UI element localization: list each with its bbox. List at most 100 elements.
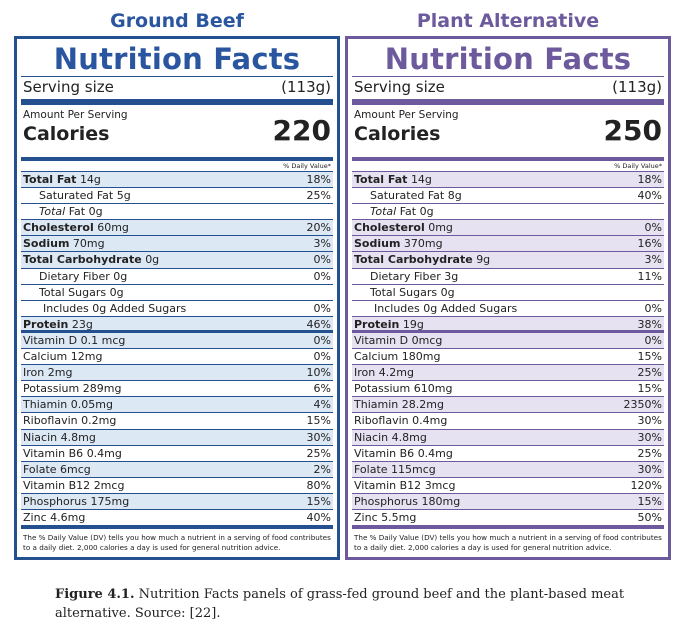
nutrient-name: Total Carbohydrate 0g — [23, 252, 159, 267]
nutrient-daily-value: 15% — [638, 349, 662, 364]
nutrient-label: Vitamin B6 — [23, 447, 83, 460]
nutrient-daily-value: 15% — [638, 494, 662, 509]
nutrient-name: Calcium 12mg — [23, 349, 102, 364]
nutrient-amount: 3mcg — [425, 479, 456, 492]
nutrient-amount: 0mg — [428, 221, 453, 234]
nutrient-row: Sodium 370mg 16% — [352, 236, 664, 252]
nutrient-label: Total Sugars — [39, 286, 106, 299]
nutrient-name: Total Carbohydrate 9g — [354, 252, 490, 267]
nutrient-daily-value: 25% — [307, 446, 331, 461]
panel-title: Plant Alternative — [345, 6, 671, 36]
nutrient-label: Potassium — [23, 382, 79, 395]
panel-plant-alternative: Plant Alternative Nutrition Facts Servin… — [345, 6, 671, 560]
nutrient-daily-value: 16% — [638, 236, 662, 251]
nutrient-label: Folate — [23, 463, 57, 476]
nutrient-label: Potassium — [354, 382, 410, 395]
nutrient-row: Thiamin 0.05mg 4% — [21, 397, 333, 413]
nutrient-row: Zinc 5.5mg 50% — [352, 510, 664, 526]
nutrient-name: Total Fat 14g — [23, 172, 101, 187]
nutrient-label: Protein — [354, 318, 399, 331]
nutrient-amount: 0.4mg — [412, 414, 447, 427]
nutrient-daily-value: 38% — [638, 317, 662, 330]
nutrient-amount: 0g — [145, 253, 159, 266]
nutrient-row: Saturated Fat 8g 40% — [352, 188, 664, 204]
nutrient-daily-value: 0% — [645, 333, 662, 348]
nutrient-amount: 0mcg — [412, 334, 443, 347]
nutrient-amount: 12mg — [71, 350, 103, 363]
nutrient-row: Phosphorus 175mg 15% — [21, 494, 333, 510]
nutrient-amount: Fat 0g — [400, 205, 434, 218]
nutrient-row: Total Fat 0g — [21, 204, 333, 220]
nutrient-daily-value: 10% — [307, 365, 331, 380]
nutrient-name: Sodium 370mg — [354, 236, 443, 251]
nutrient-daily-value: 30% — [638, 413, 662, 428]
nutrient-name: Niacin 4.8mg — [23, 430, 96, 445]
nutrient-row: Dietary Fiber 0g 0% — [21, 269, 333, 285]
nutrient-row: Phosphorus 180mg 15% — [352, 494, 664, 510]
nutrient-daily-value: 3% — [645, 252, 662, 267]
nutrient-name: Vitamin D 0.1 mcg — [23, 333, 125, 348]
nutrient-row: Protein 19g 38% — [352, 317, 664, 333]
nutrient-label: Niacin — [23, 431, 57, 444]
nutrient-amount: 14g — [80, 173, 101, 186]
nutrient-daily-value: 120% — [631, 478, 662, 493]
nutrient-label: Phosphorus — [23, 495, 87, 508]
nutrient-name: Sodium 70mg — [23, 236, 105, 251]
calories-block: Amount Per Serving Calories 220 — [21, 105, 333, 161]
nutrient-amount: 60mg — [97, 221, 129, 234]
nutrient-row: Total Fat 14g 18% — [352, 172, 664, 188]
nutrient-daily-value: 25% — [638, 446, 662, 461]
nutrient-amount: 5g — [117, 189, 131, 202]
nutrient-row: Riboflavin 0.2mg 15% — [21, 413, 333, 429]
nutrient-row: Vitamin B6 0.4mg 25% — [21, 446, 333, 462]
amount-per-serving: Amount Per Serving — [354, 109, 459, 121]
nutrient-rows: Total Fat 14g 18% Saturated Fat 8g 40% Total… — [352, 172, 664, 526]
nutrient-amount: 19g — [403, 318, 424, 331]
nutrient-row: Total Fat 14g 18% — [21, 172, 333, 188]
nutrient-name: Total Sugars 0g — [23, 285, 124, 300]
nutrient-label: Vitamin B12 — [354, 479, 421, 492]
nutrient-name: Total Fat 0g — [23, 204, 103, 219]
nutrient-row: Total Sugars 0g — [21, 285, 333, 301]
nutrient-daily-value: 11% — [638, 269, 662, 284]
nutrient-name: Phosphorus 175mg — [23, 494, 129, 509]
nutrition-facts-heading: Nutrition Facts — [21, 42, 333, 76]
nutrient-amount: 9g — [476, 253, 490, 266]
nutrient-amount: 0.2mg — [81, 414, 116, 427]
nutrient-name: Dietary Fiber 3g — [354, 269, 458, 284]
nutrition-facts-heading: Nutrition Facts — [352, 42, 664, 76]
nutrient-row: Niacin 4.8mg 30% — [21, 430, 333, 446]
nutrient-amount: 0.4mg — [87, 447, 122, 460]
nutrient-amount: 4.2mg — [379, 366, 414, 379]
nutrient-daily-value: 2% — [314, 462, 331, 477]
nutrient-amount: 28.2mg — [402, 398, 444, 411]
nutrient-label: Total — [39, 205, 65, 218]
nutrient-name: Riboflavin 0.2mg — [23, 413, 116, 428]
nutrient-label: Vitamin B12 — [23, 479, 90, 492]
nutrient-row: Calcium 180mg 15% — [352, 349, 664, 365]
nutrient-row: Total Sugars 0g — [352, 285, 664, 301]
nutrient-amount: 4.8mg — [61, 431, 96, 444]
calories-value: 220 — [273, 114, 331, 147]
nutrient-amount: 0g — [113, 270, 127, 283]
nutrient-name: Protein 19g — [354, 317, 424, 330]
nutrient-amount: 115mcg — [391, 463, 436, 476]
nutrient-name: Includes 0g Added Sugars — [23, 301, 186, 316]
nutrient-name: Saturated Fat 5g — [23, 188, 131, 203]
nutrient-row: Dietary Fiber 3g 11% — [352, 269, 664, 285]
nutrient-name: Vitamin B12 3mcg — [354, 478, 455, 493]
daily-value-header: % Daily Value* — [352, 161, 664, 172]
nutrient-name: Folate 6mcg — [23, 462, 91, 477]
nutrient-amount: 0.4mg — [418, 447, 453, 460]
nutrient-label: Protein — [23, 318, 68, 331]
nutrient-name: Zinc 5.5mg — [354, 510, 416, 525]
nutrient-daily-value: 25% — [638, 365, 662, 380]
nutrient-name: Dietary Fiber 0g — [23, 269, 127, 284]
nutrient-name: Folate 115mcg — [354, 462, 436, 477]
nutrient-daily-value: 80% — [307, 478, 331, 493]
nutrient-daily-value: 18% — [638, 172, 662, 187]
nutrient-name: Protein 23g — [23, 317, 93, 330]
nutrient-name: Vitamin B6 0.4mg — [23, 446, 122, 461]
nutrient-label: Saturated Fat — [370, 189, 444, 202]
nutrient-daily-value: 15% — [307, 413, 331, 428]
